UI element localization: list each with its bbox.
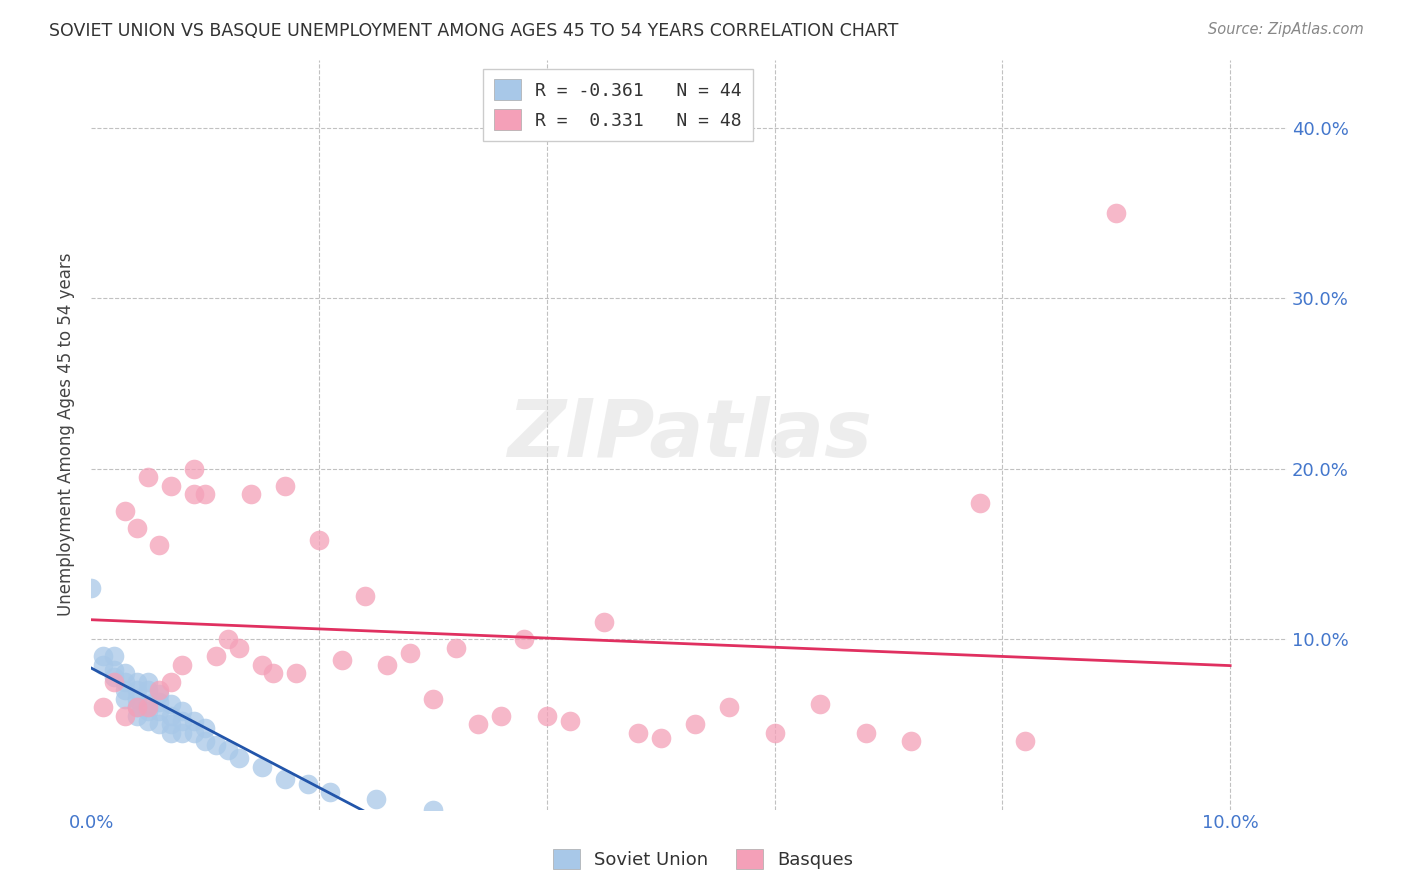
Point	[125, 691, 148, 706]
Point	[136, 700, 159, 714]
Point	[375, 657, 398, 672]
Point	[217, 743, 239, 757]
Point	[422, 691, 444, 706]
Point	[160, 674, 183, 689]
Point	[297, 777, 319, 791]
Point	[683, 717, 706, 731]
Point	[114, 691, 136, 706]
Y-axis label: Unemployment Among Ages 45 to 54 years: Unemployment Among Ages 45 to 54 years	[58, 252, 75, 616]
Point	[91, 657, 114, 672]
Point	[136, 674, 159, 689]
Point	[183, 726, 205, 740]
Point	[91, 700, 114, 714]
Point	[592, 615, 614, 629]
Point	[183, 487, 205, 501]
Point	[205, 649, 228, 664]
Point	[969, 496, 991, 510]
Point	[136, 704, 159, 718]
Point	[183, 714, 205, 728]
Point	[763, 726, 786, 740]
Point	[125, 674, 148, 689]
Point	[80, 581, 103, 595]
Point	[103, 674, 125, 689]
Point	[250, 657, 273, 672]
Point	[1105, 206, 1128, 220]
Point	[172, 704, 194, 718]
Point	[319, 785, 342, 799]
Point	[148, 687, 170, 701]
Point	[160, 697, 183, 711]
Point	[217, 632, 239, 646]
Point	[136, 683, 159, 698]
Point	[125, 708, 148, 723]
Point	[250, 760, 273, 774]
Point	[467, 717, 489, 731]
Point	[172, 726, 194, 740]
Point	[855, 726, 877, 740]
Point	[239, 487, 262, 501]
Point	[148, 538, 170, 552]
Point	[91, 649, 114, 664]
Point	[364, 792, 387, 806]
Point	[900, 734, 922, 748]
Point	[103, 670, 125, 684]
Point	[114, 666, 136, 681]
Point	[125, 683, 148, 698]
Text: ZIPatlas: ZIPatlas	[506, 395, 872, 474]
Point	[330, 652, 353, 666]
Point	[172, 657, 194, 672]
Point	[627, 726, 650, 740]
Point	[148, 717, 170, 731]
Point	[172, 714, 194, 728]
Point	[228, 751, 250, 765]
Point	[160, 717, 183, 731]
Point	[125, 521, 148, 535]
Point	[114, 683, 136, 698]
Point	[1014, 734, 1036, 748]
Point	[205, 738, 228, 752]
Point	[160, 479, 183, 493]
Point	[422, 803, 444, 817]
Point	[194, 487, 217, 501]
Point	[489, 708, 512, 723]
Point	[308, 533, 330, 548]
Point	[444, 640, 467, 655]
Point	[513, 632, 536, 646]
Legend: R = -0.361   N = 44, R =  0.331   N = 48: R = -0.361 N = 44, R = 0.331 N = 48	[482, 69, 752, 141]
Point	[650, 731, 672, 745]
Point	[160, 708, 183, 723]
Point	[228, 640, 250, 655]
Point	[125, 700, 148, 714]
Point	[194, 734, 217, 748]
Legend: Soviet Union, Basques: Soviet Union, Basques	[544, 839, 862, 879]
Point	[103, 663, 125, 677]
Point	[262, 666, 284, 681]
Point	[136, 470, 159, 484]
Point	[353, 590, 375, 604]
Point	[103, 649, 125, 664]
Point	[536, 708, 558, 723]
Point	[183, 461, 205, 475]
Point	[148, 683, 170, 698]
Point	[194, 721, 217, 735]
Point	[136, 697, 159, 711]
Point	[808, 697, 831, 711]
Point	[558, 714, 581, 728]
Point	[160, 726, 183, 740]
Text: Source: ZipAtlas.com: Source: ZipAtlas.com	[1208, 22, 1364, 37]
Point	[114, 504, 136, 518]
Point	[114, 708, 136, 723]
Point	[274, 479, 297, 493]
Point	[285, 666, 308, 681]
Point	[274, 772, 297, 786]
Point	[114, 674, 136, 689]
Point	[136, 714, 159, 728]
Text: SOVIET UNION VS BASQUE UNEMPLOYMENT AMONG AGES 45 TO 54 YEARS CORRELATION CHART: SOVIET UNION VS BASQUE UNEMPLOYMENT AMON…	[49, 22, 898, 40]
Point	[125, 700, 148, 714]
Point	[399, 646, 422, 660]
Point	[148, 695, 170, 709]
Point	[148, 704, 170, 718]
Point	[717, 700, 740, 714]
